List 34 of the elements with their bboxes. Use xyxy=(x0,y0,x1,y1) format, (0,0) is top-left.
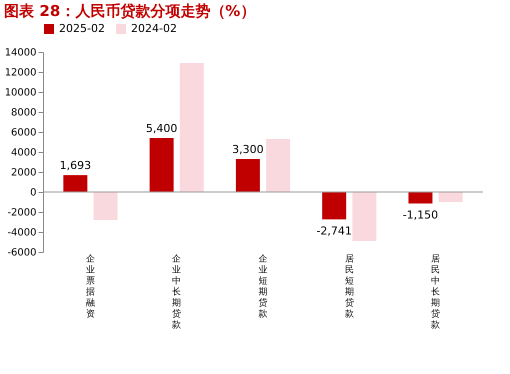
bar xyxy=(63,175,88,192)
data-label: 3,300 xyxy=(232,143,264,156)
y-tick-label: 4000 xyxy=(11,148,36,158)
bar xyxy=(180,63,204,192)
y-tick-label: 14000 xyxy=(4,48,36,58)
y-tick-label: 6000 xyxy=(11,128,36,138)
y-tick-label: -4000 xyxy=(7,228,36,238)
bar xyxy=(94,192,118,220)
y-tick-label: 2000 xyxy=(11,168,36,178)
bar xyxy=(322,192,346,220)
x-tick-label: 居民中长期贷款 xyxy=(431,254,440,330)
legend-label: 2025-02 xyxy=(59,22,105,35)
bar xyxy=(236,159,260,192)
y-tick-label: 10000 xyxy=(4,88,36,98)
data-label: -2,741 xyxy=(316,224,352,238)
bar xyxy=(438,192,463,202)
bar xyxy=(150,138,174,192)
y-tick-label: 0 xyxy=(30,188,36,198)
chart-title: 图表 28：人民币贷款分项走势（%） xyxy=(4,2,256,20)
x-tick-label: 企业票据融资 xyxy=(86,254,95,320)
bar xyxy=(266,139,290,192)
x-tick-label: 企业短期贷款 xyxy=(258,254,268,320)
y-tick-label: -2000 xyxy=(7,208,36,218)
bar xyxy=(408,192,432,204)
legend-label: 2024-02 xyxy=(131,22,177,35)
y-tick-label: -6000 xyxy=(7,248,36,258)
x-tick-label: 居民短期贷款 xyxy=(344,254,354,320)
data-label: 1,693 xyxy=(60,159,92,172)
x-tick-label: 企业中长期贷款 xyxy=(172,254,182,330)
y-tick-label: 12000 xyxy=(4,68,36,78)
y-tick-label: 8000 xyxy=(11,108,36,118)
data-label: -1,150 xyxy=(402,208,438,222)
data-label: 5,400 xyxy=(146,122,178,135)
bar xyxy=(352,192,376,241)
